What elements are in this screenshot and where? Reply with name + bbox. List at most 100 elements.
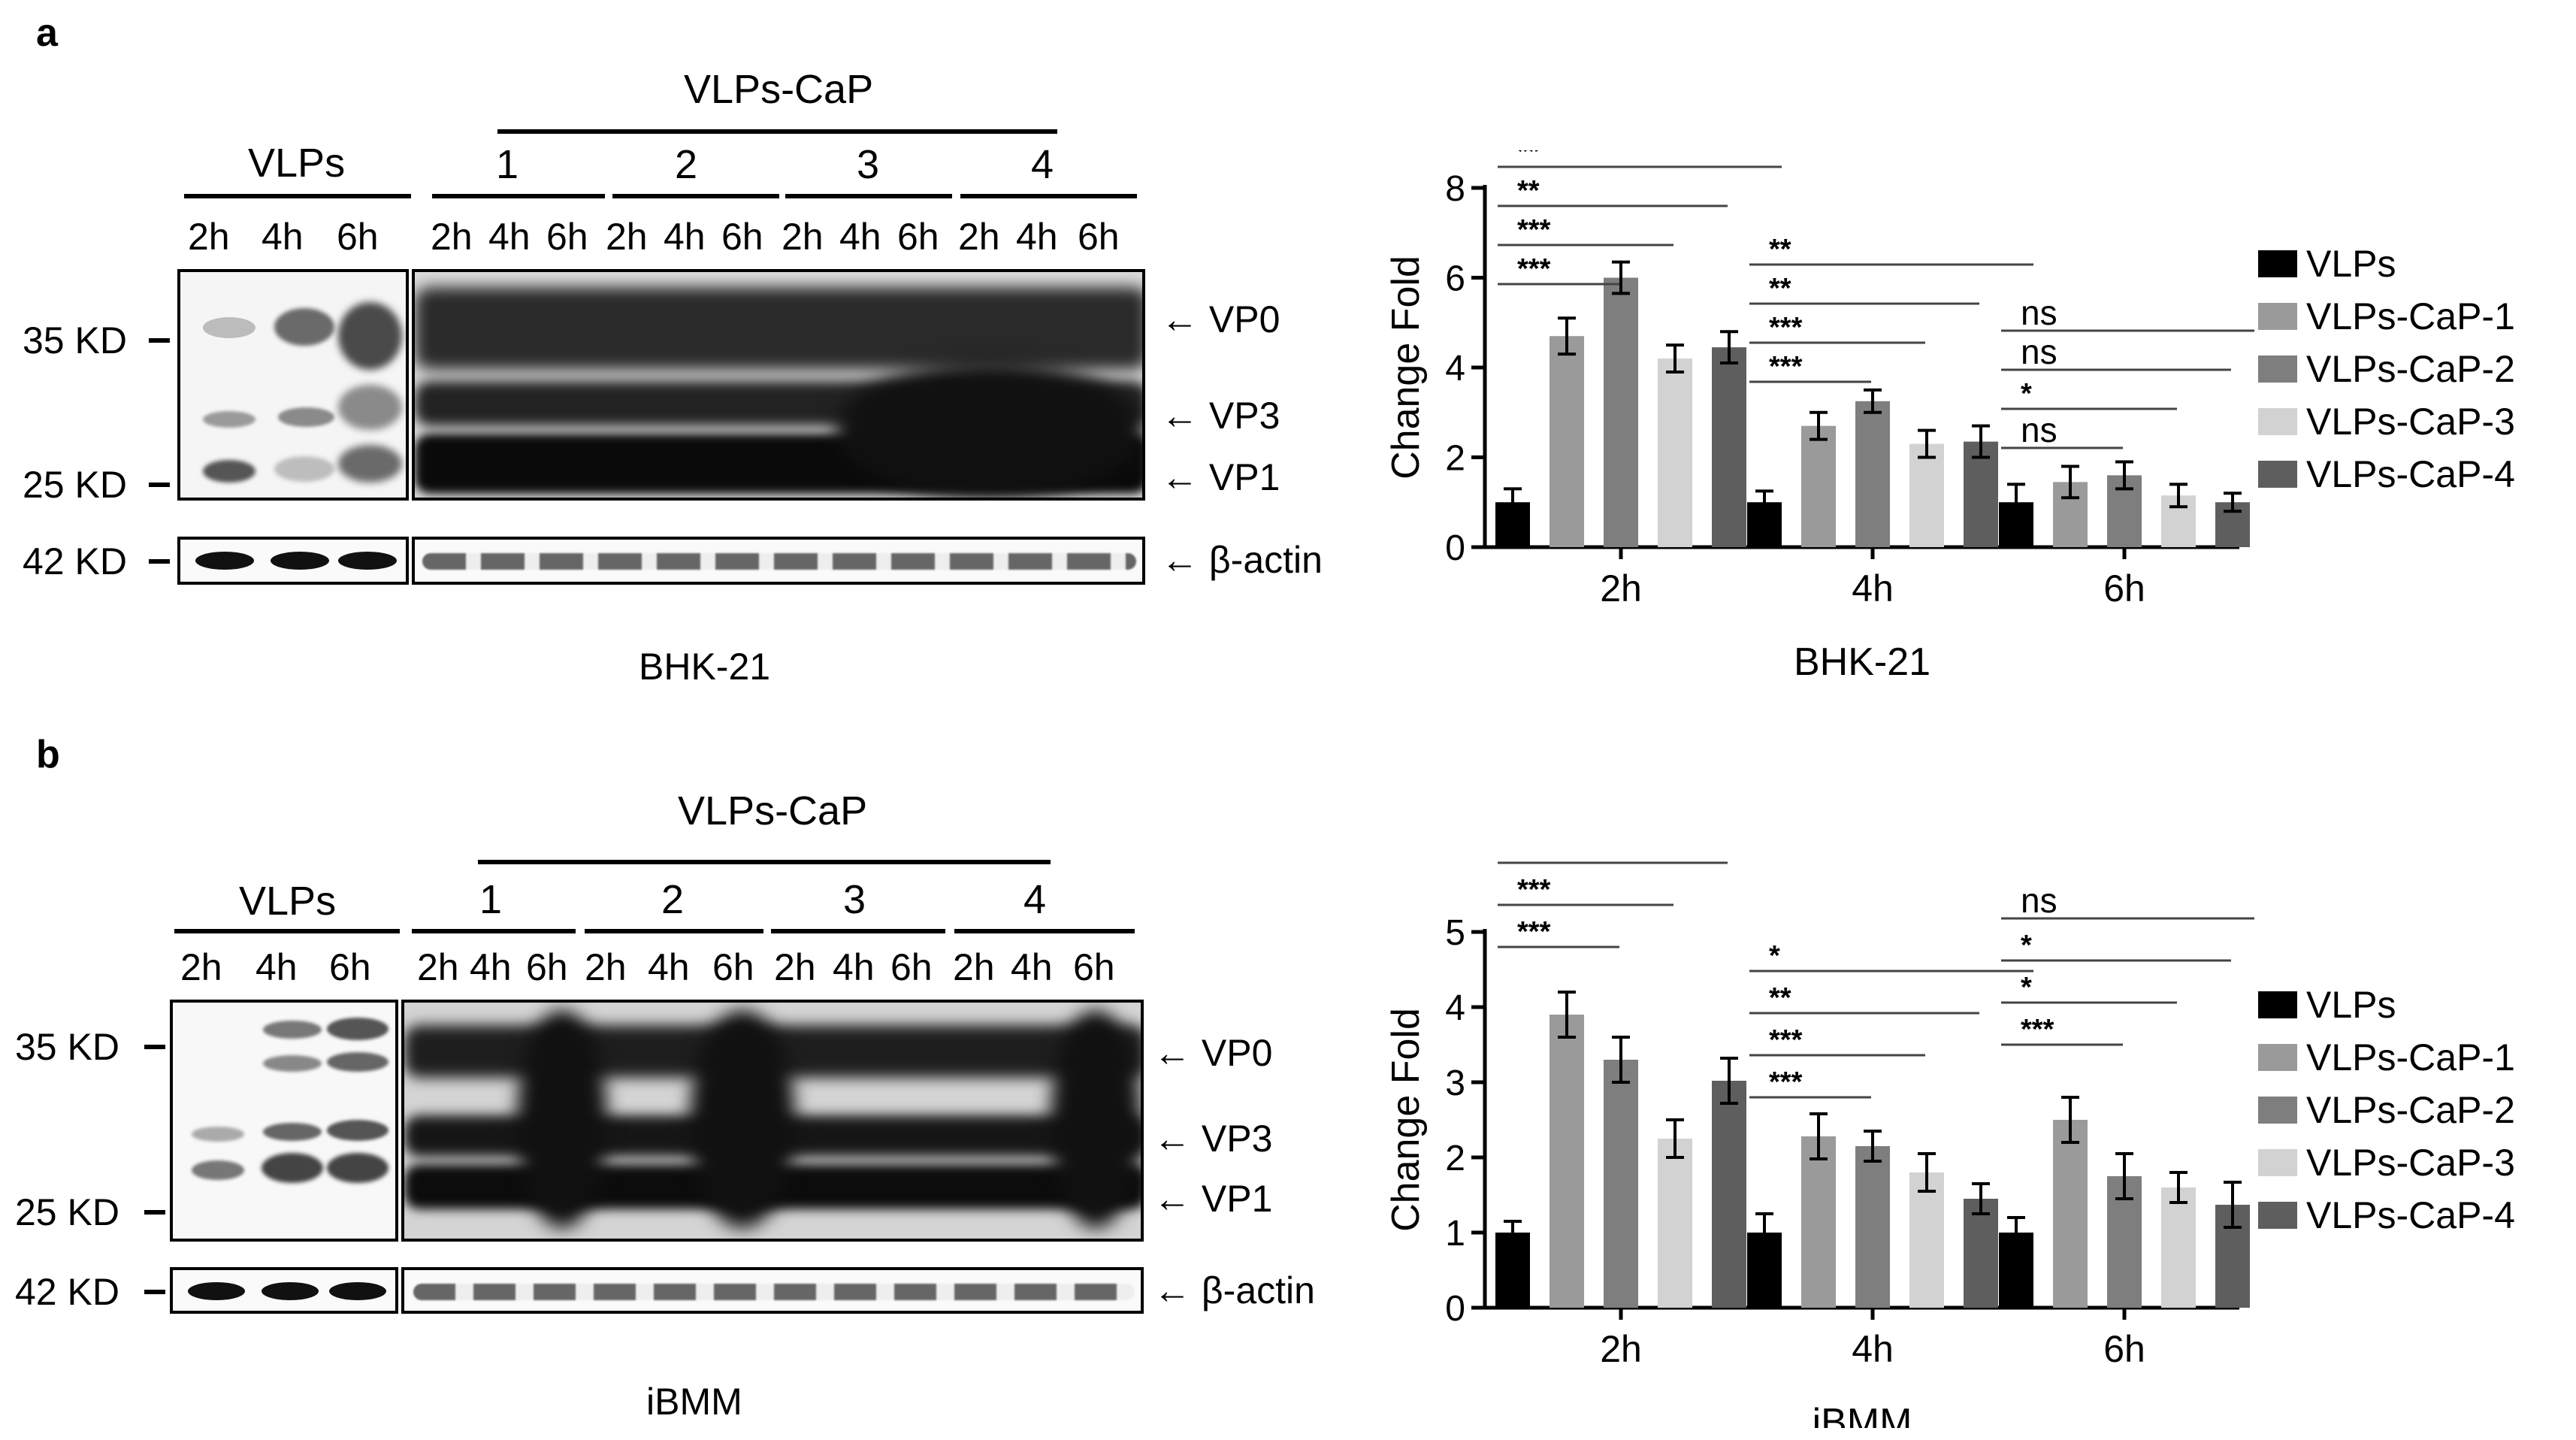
significance-label: *** (1517, 874, 1551, 906)
y-tick-label: 4 (1445, 988, 1465, 1028)
legend-item: VLPs-CaP-1 (2258, 1031, 2515, 1084)
lane-label: 4h (1011, 946, 1053, 988)
lane-label: 6h (721, 216, 763, 258)
panel-letter-b: b (36, 733, 60, 776)
bar (1855, 401, 1890, 547)
bar (1855, 1146, 1890, 1308)
subgroup-label-4: 4 (1023, 877, 1047, 922)
group-label-vlps-cap: VLPs-CaP (684, 67, 874, 112)
subgroup-label-3: 3 (843, 877, 866, 922)
legend-label: VLPs-CaP-3 (2306, 1142, 2515, 1184)
lane-label: 4h (839, 216, 881, 258)
legend-swatch (2258, 991, 2297, 1018)
legend-item: VLPs-CaP-4 (2258, 448, 2515, 501)
legend-swatch (2258, 1044, 2297, 1071)
group-line-vlps (184, 194, 411, 198)
bar (1964, 441, 1998, 547)
lane-label: 2h (417, 946, 459, 988)
lane-label: 2h (431, 216, 473, 258)
blot-vlps-cap-actin (401, 1267, 1144, 1314)
marker-tick (144, 1045, 165, 1049)
group-line-vlps (174, 929, 400, 933)
lane-label: 4h (262, 216, 304, 258)
marker-35kd: 35 KD (23, 319, 127, 362)
blot-vlps-vp (177, 269, 409, 501)
x-axis-label: iBMM (1813, 1401, 1912, 1428)
subgroup-line-2 (612, 194, 779, 198)
bar (1604, 1060, 1638, 1308)
legend-label: VLPs-CaP-4 (2306, 1194, 2515, 1236)
legend-swatch (2258, 1149, 2297, 1176)
y-tick-label: 0 (1445, 528, 1465, 568)
x-tick-label: 6h (2103, 1328, 2145, 1370)
bar (1964, 1199, 1998, 1308)
lane-label: 6h (329, 946, 371, 988)
y-tick-label: 2 (1445, 439, 1465, 479)
significance-label: *** (1517, 214, 1551, 246)
y-tick-label: 4 (1445, 349, 1465, 389)
lane-label: 2h (188, 216, 230, 258)
subgroup-line-1 (432, 194, 605, 198)
subgroup-line-3 (771, 929, 945, 933)
significance-label: ** (1517, 150, 1540, 168)
legend-swatch (2258, 303, 2297, 330)
legend-item: VLPs-CaP-1 (2258, 290, 2515, 343)
significance-label: * (2021, 972, 2032, 1003)
y-tick-label: 8 (1445, 169, 1465, 209)
x-tick-label: 2h (1600, 567, 1642, 610)
legend-swatch (2258, 1097, 2297, 1124)
lane-label: 4h (255, 946, 298, 988)
lane-label: 2h (782, 216, 824, 258)
lane-label: 2h (958, 216, 1000, 258)
significance-label: ** (1769, 234, 1791, 265)
bar (1712, 1081, 1746, 1308)
bar (1909, 1172, 1944, 1308)
x-tick-label: 6h (2103, 567, 2145, 610)
subgroup-line-1 (412, 929, 576, 933)
subgroup-line-3 (785, 194, 952, 198)
subgroup-label-1: 1 (496, 142, 519, 187)
significance-label: ns (2021, 332, 2057, 371)
significance-label: *** (1517, 916, 1551, 948)
x-tick-label: 4h (1852, 567, 1894, 610)
lane-label: 2h (953, 946, 995, 988)
legend-swatch (2258, 461, 2297, 488)
bar (1909, 443, 1944, 547)
lane-label: 2h (585, 946, 627, 988)
significance-label: ** (1769, 982, 1791, 1014)
band-label-actin: ← β-actin (1161, 539, 1323, 581)
lane-label: 2h (774, 946, 816, 988)
group-label-vlps: VLPs (239, 879, 337, 924)
bar (1550, 336, 1584, 547)
band-label-vp0: ← VP0 (1161, 298, 1280, 340)
blot-vlps-actin (170, 1267, 398, 1314)
subgroup-line-4 (954, 929, 1135, 933)
band-label-actin: ← β-actin (1153, 1269, 1315, 1311)
cell-line-label: BHK-21 (639, 646, 771, 688)
legend-label: VLPs-CaP-1 (2306, 1036, 2515, 1078)
blot-vlps-cap-actin (412, 537, 1145, 585)
significance-label: ** (1769, 273, 1791, 304)
marker-25kd: 25 KD (23, 464, 127, 506)
bar (1801, 425, 1836, 547)
significance-label: * (2021, 378, 2032, 410)
y-tick-label: 0 (1445, 1289, 1465, 1329)
legend-label: VLPs-CaP-3 (2306, 401, 2515, 443)
lane-label: 6h (526, 946, 568, 988)
y-tick-label: 5 (1445, 913, 1465, 953)
marker-42kd: 42 KD (23, 540, 127, 582)
lane-label: 6h (337, 216, 379, 258)
significance-label: * (2021, 930, 2032, 961)
marker-35kd: 35 KD (15, 1026, 119, 1068)
group-line-vlps-cap (497, 129, 1057, 134)
lane-label: 4h (1016, 216, 1058, 258)
y-tick-label: 6 (1445, 259, 1465, 299)
lane-label: 4h (648, 946, 690, 988)
significance-label: ns (2021, 293, 2057, 332)
blot-vlps-actin (177, 537, 409, 585)
y-tick-label: 2 (1445, 1139, 1465, 1178)
band-label-vp0: ← VP0 (1153, 1032, 1273, 1074)
legend-label: VLPs-CaP-2 (2306, 348, 2515, 390)
